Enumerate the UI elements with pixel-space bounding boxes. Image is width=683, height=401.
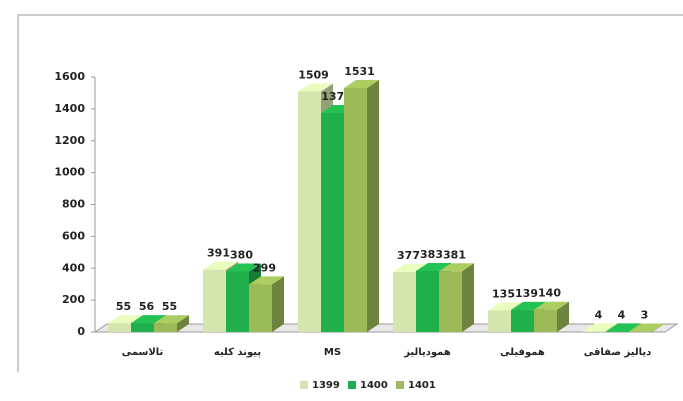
y-tick-label: 200 (62, 293, 85, 306)
y-tick-label: 400 (62, 261, 85, 274)
bar-side (272, 276, 284, 332)
bar (249, 284, 272, 332)
bar-side (177, 315, 189, 332)
legend-label: 1401 (408, 380, 436, 391)
y-tick-label: 1400 (54, 102, 85, 115)
bar-side (557, 301, 569, 332)
bar (203, 269, 226, 332)
bar (534, 309, 557, 332)
value-label: 140 (538, 287, 561, 300)
y-tick-label: 0 (77, 325, 85, 338)
value-label: 55 (162, 300, 177, 313)
bar-top (108, 315, 143, 324)
legend-label: 1400 (360, 380, 388, 391)
legend-swatch (300, 381, 308, 389)
x-tick-label: دیالیز صفاقی (584, 347, 651, 358)
y-tick-label: 600 (62, 229, 85, 242)
x-tick-label: هموفیلی (500, 347, 545, 358)
bar-side (652, 323, 664, 332)
bar (108, 323, 131, 332)
value-label: 4 (595, 308, 603, 321)
bar (344, 87, 367, 332)
legend-label: 1399 (312, 380, 340, 391)
value-label: 380 (230, 248, 253, 261)
x-tick-label: MS (324, 347, 341, 358)
bar-top (203, 261, 238, 270)
x-tick-label: تالاسمی (122, 347, 164, 358)
value-label: 4 (618, 308, 626, 321)
bar (511, 309, 534, 332)
bar-top (439, 263, 474, 272)
bar-top (131, 315, 166, 324)
y-tick-label: 1600 (54, 70, 85, 83)
bar (131, 323, 154, 332)
bar-top (534, 301, 569, 310)
y-tick-label: 800 (62, 198, 85, 211)
value-label: 391 (207, 247, 230, 260)
value-label: 135 (492, 287, 515, 300)
value-label: 381 (443, 248, 466, 261)
x-tick-label: همودیالیز (403, 347, 451, 358)
bar-top (583, 323, 618, 332)
bar-top (154, 315, 189, 324)
value-label: 1531 (344, 65, 375, 78)
bar-top (393, 263, 428, 272)
bar-top (344, 79, 379, 88)
value-label: 55 (116, 300, 131, 313)
y-tick-label: 1200 (54, 134, 85, 147)
bar (321, 113, 344, 332)
bar (154, 323, 177, 332)
legend-swatch (348, 381, 356, 389)
bar-top (226, 263, 261, 272)
x-tick-label: پیوند کلیه (214, 347, 261, 358)
bar (226, 271, 249, 332)
bar-top (416, 262, 451, 271)
value-label: 3 (641, 309, 649, 322)
bar (393, 271, 416, 332)
y-tick-label: 1000 (54, 166, 85, 179)
chart-frame (17, 14, 683, 372)
value-label: 299 (253, 261, 276, 274)
bar (416, 270, 439, 332)
bar (583, 331, 606, 332)
bar-top (629, 323, 664, 332)
bar-top (249, 276, 284, 285)
bar-top (488, 302, 523, 311)
bar-top (606, 323, 641, 332)
legend-swatch (396, 381, 404, 389)
bar (488, 310, 511, 332)
bar (606, 331, 629, 332)
value-label: 377 (397, 249, 420, 262)
value-label: 1509 (298, 69, 329, 82)
value-label: 56 (139, 300, 155, 313)
bar-side (462, 263, 474, 332)
value-label: 139 (515, 287, 538, 300)
bar-side (367, 79, 379, 332)
bar (439, 271, 462, 332)
value-label: 383 (420, 248, 443, 261)
bar-top (511, 301, 546, 310)
bar-top (298, 83, 333, 92)
bar (298, 91, 321, 332)
